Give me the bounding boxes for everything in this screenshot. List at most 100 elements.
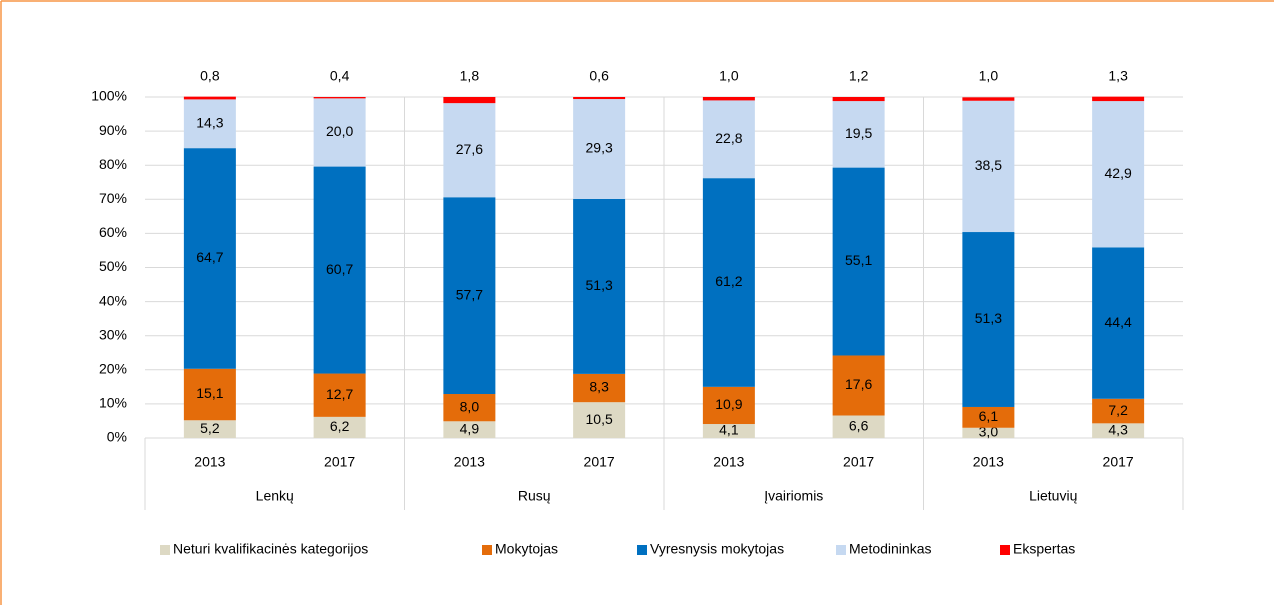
x-tick-label: 2017 [843,454,874,470]
bar-segment [313,416,366,438]
bar-segment [183,420,236,438]
data-label: 6,6 [849,417,869,433]
legend-swatch [1000,545,1010,555]
data-label: 15,1 [196,385,223,401]
bar-segment [1092,101,1145,248]
data-label: 1,2 [849,68,869,84]
data-label: 1,0 [719,68,739,84]
bar-segment [313,97,366,99]
bar-segment [313,373,366,417]
x-tick-label: 2017 [1103,454,1134,470]
bar-segment [1092,96,1145,102]
bar-segment [443,103,496,198]
legend-swatch [836,545,846,555]
bar-segment [832,97,885,102]
bar-segment [573,402,626,438]
y-tick-label: 80% [99,156,127,172]
bar-segment [443,197,496,395]
data-label: 0,6 [589,68,609,84]
data-label: 10,9 [715,396,742,412]
bar-segment [573,198,626,374]
y-tick-label: 40% [99,292,127,308]
legend-label: Ekspertas [1013,541,1075,557]
bar-segment [443,394,496,422]
bar-segment [313,98,366,167]
bar-segment [962,427,1015,438]
data-label: 20,0 [326,123,353,139]
bar-segment [962,232,1015,407]
x-tick-label: 2017 [324,454,355,470]
data-label: 38,5 [975,157,1002,173]
data-label: 10,5 [586,411,613,427]
bar-segment [1092,398,1145,424]
group-label: Lietuvių [1029,488,1077,504]
data-label: 51,3 [975,310,1002,326]
data-label: 0,8 [200,68,220,84]
data-label: 29,3 [586,140,613,156]
legend-label: Neturi kvalifikacinės kategorijos [173,541,368,557]
data-label: 22,8 [715,130,742,146]
legend-label: Mokytojas [495,541,558,557]
data-label: 4,3 [1108,421,1128,437]
data-label: 19,5 [845,125,872,141]
legend-label: Vyresnysis mokytojas [650,541,784,557]
bar-segment [183,148,236,369]
group-label: Lenkų [256,488,294,504]
data-label: 4,9 [460,420,480,436]
bar-segment [573,97,626,100]
data-label: 1,0 [979,68,999,84]
data-label: 64,7 [196,249,223,265]
bar-segment [832,355,885,416]
bar-segment [702,178,755,387]
bar-segment [702,100,755,179]
bar-segment [702,386,755,425]
bar-segment [702,424,755,438]
data-label: 8,0 [460,398,480,414]
data-label: 12,7 [326,386,353,402]
bar-segment [962,100,1015,233]
data-label: 42,9 [1105,165,1132,181]
data-label: 14,3 [196,114,223,130]
legend-swatch [482,545,492,555]
legend-swatch [160,545,170,555]
x-tick-label: 2013 [454,454,485,470]
data-label: 55,1 [845,252,872,268]
x-tick-label: 2013 [713,454,744,470]
data-label: 8,3 [589,379,609,395]
bar-segment [313,166,366,374]
data-label: 61,2 [715,273,742,289]
y-tick-label: 0% [107,429,127,445]
data-label: 44,4 [1105,314,1132,330]
data-label: 27,6 [456,141,483,157]
data-label: 1,3 [1108,68,1128,84]
bar-segment [573,373,626,403]
data-label: 4,1 [719,422,739,438]
data-label: 5,2 [200,420,220,436]
y-tick-label: 60% [99,224,127,240]
group-label: Rusų [518,488,551,504]
data-label: 6,1 [979,408,999,424]
bar-segment [183,368,236,421]
bar-segment [832,415,885,438]
data-label: 17,6 [845,376,872,392]
y-tick-label: 10% [99,395,127,411]
data-label: 1,8 [460,68,480,84]
legend-swatch [637,545,647,555]
data-label: 6,2 [330,418,350,434]
y-tick-label: 30% [99,326,127,342]
bar-segment [443,421,496,438]
group-label: Įvairiomis [764,488,823,504]
bar-segment [183,96,236,100]
bar-segment [573,99,626,199]
bar-segment [962,97,1015,101]
x-tick-label: 2013 [194,454,225,470]
y-tick-label: 50% [99,258,127,274]
data-label: 0,4 [330,68,350,84]
y-tick-label: 20% [99,361,127,377]
legend-label: Metodininkas [849,541,932,557]
bar-segment [962,406,1015,428]
y-tick-label: 100% [91,88,127,104]
bar-segment [1092,247,1145,399]
